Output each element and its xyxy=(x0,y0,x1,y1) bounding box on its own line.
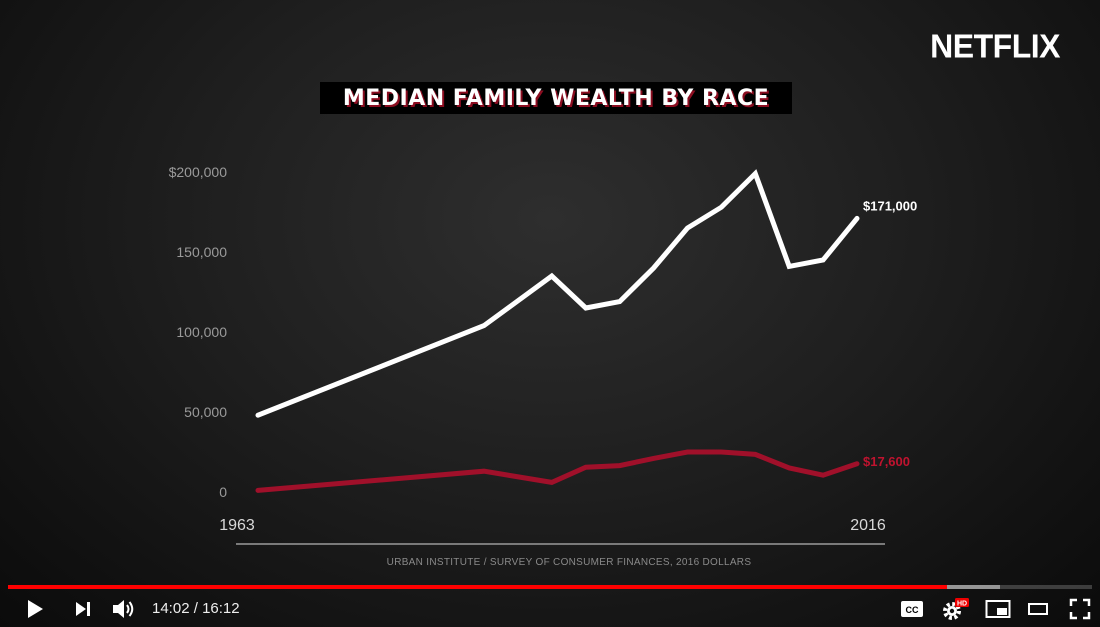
time-display: 14:02 / 16:12 xyxy=(152,600,240,617)
chart-lines xyxy=(255,169,860,493)
chart-source: URBAN INSTITUTE / SURVEY OF CONSUMER FIN… xyxy=(387,557,752,568)
y-tick-label: 100,000 xyxy=(176,324,227,340)
gear-icon: HD xyxy=(943,598,969,620)
settings-button[interactable]: HD xyxy=(940,596,970,622)
series-line-white xyxy=(255,169,860,418)
play-icon xyxy=(28,600,43,618)
theater-mode-button[interactable] xyxy=(1025,596,1051,622)
series-line-red xyxy=(255,449,860,493)
y-tick-label: 150,000 xyxy=(176,244,227,260)
y-axis-ticks: 0 50,000 100,000 150,000 $200,000 xyxy=(169,164,228,500)
time-separator: / xyxy=(189,600,203,617)
captions-icon: CC xyxy=(901,601,923,617)
hd-badge: HD xyxy=(957,601,967,608)
volume-button[interactable] xyxy=(110,596,138,622)
series-end-label: $17,600 xyxy=(863,454,910,469)
miniplayer-button[interactable] xyxy=(984,596,1012,622)
miniplayer-icon xyxy=(985,600,1011,618)
y-tick-label: $200,000 xyxy=(169,164,228,180)
y-tick-label: 0 xyxy=(219,484,227,500)
volume-icon xyxy=(113,600,134,618)
fullscreen-button[interactable] xyxy=(1066,596,1094,622)
current-time: 14:02 xyxy=(152,600,190,617)
skip-next-icon xyxy=(76,602,90,616)
duration: 16:12 xyxy=(202,600,240,617)
x-tick-label-end: 2016 xyxy=(850,517,886,534)
progress-bar[interactable] xyxy=(8,585,1092,589)
captions-icon-label: CC xyxy=(906,605,919,615)
netflix-logo: NETFLIX xyxy=(930,27,1060,65)
next-button[interactable] xyxy=(70,596,96,622)
x-tick-label-start: 1963 xyxy=(219,517,255,534)
series-end-label: $171,000 xyxy=(863,198,917,213)
chart-title-box: MEDIAN FAMILY WEALTH BY RACE xyxy=(320,82,792,114)
end-labels: $171,000 $17,600 xyxy=(863,198,917,468)
fullscreen-icon xyxy=(1069,598,1091,620)
theater-mode-icon xyxy=(1028,603,1048,615)
play-button[interactable] xyxy=(22,596,48,622)
y-tick-label: 50,000 xyxy=(184,404,227,420)
progress-played xyxy=(8,585,947,589)
captions-button[interactable]: CC xyxy=(898,596,926,622)
chart-title: MEDIAN FAMILY WEALTH BY RACE xyxy=(342,85,770,111)
